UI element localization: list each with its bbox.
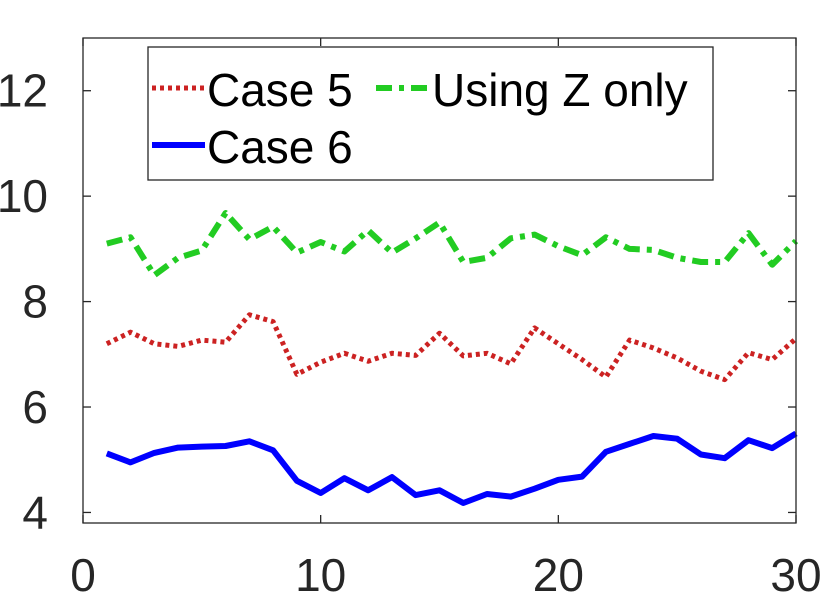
legend-label-2: Case 6 bbox=[207, 121, 353, 173]
x-tick-label-3: 30 bbox=[770, 549, 821, 597]
y-tick-label-0: 4 bbox=[22, 486, 48, 538]
legend-label-1: Using Z only bbox=[432, 64, 688, 116]
series-layer bbox=[105, 210, 799, 506]
legend: Case 5 Using Z only Case 6 bbox=[147, 46, 714, 181]
x-tick-label-2: 20 bbox=[533, 549, 584, 597]
plot-frame bbox=[82, 37, 797, 524]
series-line-0 bbox=[105, 312, 798, 383]
y-tick-label-1: 6 bbox=[22, 381, 48, 433]
legend-box bbox=[147, 46, 714, 181]
series-line-1 bbox=[106, 210, 799, 279]
x-tick-label-1: 10 bbox=[295, 549, 346, 597]
y-tick-label-4: 12 bbox=[0, 65, 48, 117]
series-line-2 bbox=[105, 430, 798, 506]
y-tick-label-2: 8 bbox=[22, 276, 48, 328]
x-tick-label-0: 0 bbox=[70, 549, 96, 597]
axes: 0 10 20 30 4 6 8 10 12 bbox=[0, 37, 822, 597]
y-tick-label-3: 10 bbox=[0, 170, 48, 222]
legend-label-0: Case 5 bbox=[207, 64, 353, 116]
